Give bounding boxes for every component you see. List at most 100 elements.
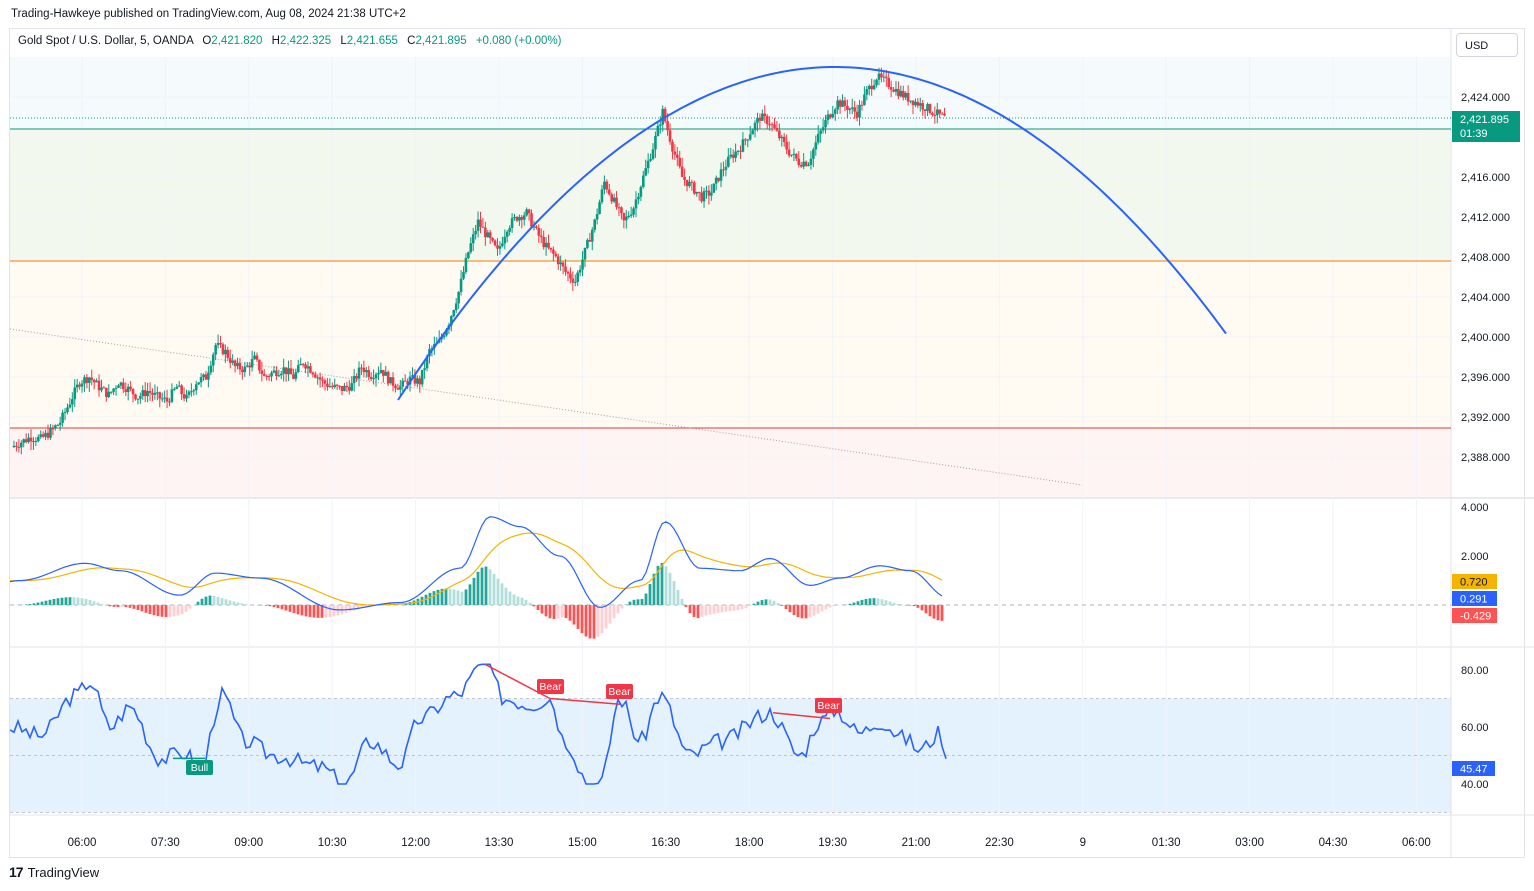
candle xyxy=(826,110,830,125)
macd-histogram-bar xyxy=(128,605,132,608)
candle xyxy=(610,192,614,204)
candle-body xyxy=(731,154,735,158)
macd-histogram-bar xyxy=(88,599,92,605)
candle xyxy=(287,360,290,381)
candle-body xyxy=(105,387,108,398)
candle xyxy=(603,175,606,195)
candle xyxy=(899,85,903,98)
candle-body xyxy=(389,377,392,384)
candle-body xyxy=(467,252,470,259)
candle xyxy=(313,371,317,379)
macd-histogram-bar xyxy=(232,601,236,605)
candle-body xyxy=(272,370,276,373)
divergence-label-text: Bull xyxy=(191,762,209,774)
macd-histogram-bar xyxy=(884,600,888,605)
candle xyxy=(649,153,652,163)
candle-body xyxy=(160,398,164,400)
macd-histogram-bar xyxy=(356,605,360,610)
candle-body xyxy=(401,380,405,387)
macd-histogram-bar xyxy=(272,605,276,608)
candle xyxy=(369,372,373,382)
candle-body xyxy=(216,343,220,346)
candle-body xyxy=(396,388,400,390)
candle xyxy=(88,376,91,392)
candle xyxy=(792,148,796,162)
macd-signal-line xyxy=(9,532,943,606)
candle-body xyxy=(527,209,531,214)
candle-body xyxy=(39,434,43,437)
candle-body xyxy=(921,103,925,110)
candle-body xyxy=(51,428,55,430)
macd-histogram-bar xyxy=(216,596,220,605)
candle-body xyxy=(233,360,237,367)
candle-body xyxy=(644,168,648,176)
candle-body xyxy=(778,130,781,139)
candle-body xyxy=(236,363,239,367)
macd-histogram-bar xyxy=(140,605,144,612)
candle-body xyxy=(515,216,519,221)
candle xyxy=(27,433,30,444)
candle xyxy=(224,344,227,363)
candle-body xyxy=(187,391,191,396)
candle xyxy=(260,361,264,382)
candle-body xyxy=(204,374,208,380)
candle xyxy=(654,131,657,158)
candle-body xyxy=(651,149,655,160)
candle-body xyxy=(799,165,803,167)
candle xyxy=(797,151,801,168)
candle-body xyxy=(748,134,752,140)
candle xyxy=(493,239,497,247)
candle-body xyxy=(255,355,259,360)
candle xyxy=(693,180,696,195)
candle xyxy=(80,379,84,393)
candle-body xyxy=(207,372,210,380)
price-tick-label: 2,396.000 xyxy=(1461,372,1510,384)
macd-histogram-bar xyxy=(428,592,432,605)
candle xyxy=(761,109,764,121)
candle xyxy=(590,227,594,251)
candle xyxy=(420,369,424,388)
candle-body xyxy=(146,391,149,397)
candle-body xyxy=(875,79,878,86)
candle xyxy=(17,439,21,453)
candle xyxy=(479,211,482,234)
candle xyxy=(294,368,298,382)
candle xyxy=(318,372,322,388)
candle-body xyxy=(491,238,494,241)
candle-body xyxy=(464,258,468,272)
candle xyxy=(802,153,805,170)
candle-body xyxy=(231,360,234,363)
candle xyxy=(901,85,905,101)
candle xyxy=(131,388,135,403)
candle-body xyxy=(860,104,864,106)
candle-body xyxy=(114,387,118,389)
macd-histogram-bar xyxy=(640,599,644,605)
candle xyxy=(384,366,388,376)
candle-body xyxy=(165,397,169,402)
footer-brand-label: TradingView xyxy=(27,864,100,880)
macd-histogram-bar xyxy=(936,605,940,621)
candle xyxy=(357,361,361,387)
candle-body xyxy=(729,154,733,157)
macd-histogram-bar xyxy=(40,601,44,605)
macd-histogram-bar xyxy=(892,602,896,605)
currency-button[interactable]: USD xyxy=(1456,33,1518,57)
candle xyxy=(535,224,538,230)
candle xyxy=(819,128,822,143)
candle-body xyxy=(573,281,577,283)
footer-brand[interactable]: 17 TradingView xyxy=(9,864,99,880)
candle-body xyxy=(561,262,565,267)
candle-body xyxy=(190,391,193,393)
candle-body xyxy=(66,407,69,413)
candle xyxy=(326,378,329,391)
candle xyxy=(561,261,565,275)
candle xyxy=(537,224,541,243)
price-tick-label: 2,404.000 xyxy=(1461,292,1510,304)
candle xyxy=(816,125,820,145)
candle xyxy=(243,361,247,377)
candle-body xyxy=(214,345,217,355)
candle xyxy=(413,369,417,387)
candle-body xyxy=(226,349,230,358)
macd-histogram-bar xyxy=(144,605,148,613)
